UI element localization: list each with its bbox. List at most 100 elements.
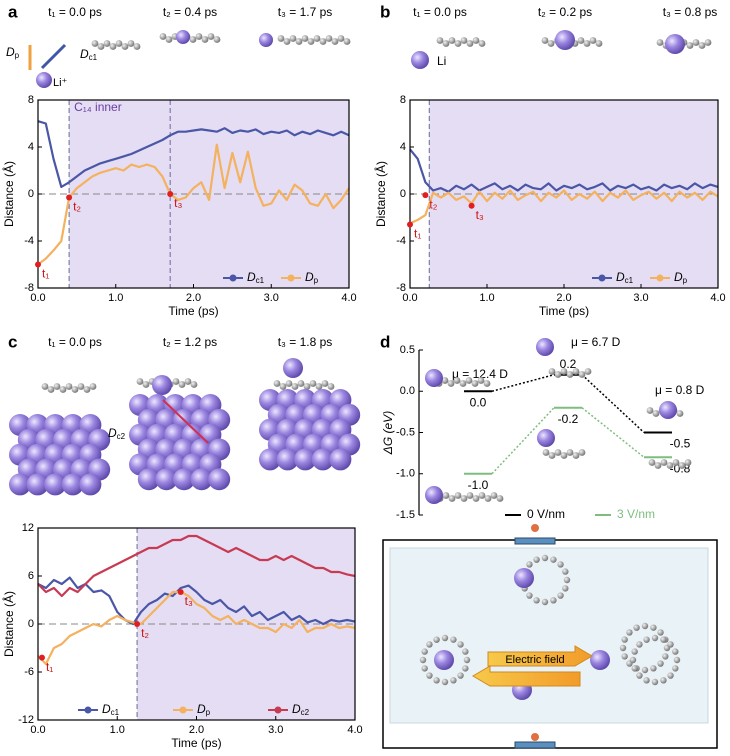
carbon-atom xyxy=(646,407,654,414)
y-tick-label: -1.5 xyxy=(396,509,415,521)
legend-label: Dc1 xyxy=(247,270,265,285)
carbon-atom xyxy=(577,37,585,44)
carbon-atom xyxy=(136,378,144,385)
time-marker xyxy=(177,589,184,595)
y-tick-label: 0.0 xyxy=(400,385,415,397)
carbon-atom xyxy=(279,383,287,390)
legend-label: Dc2 xyxy=(292,702,310,717)
carbon-atom xyxy=(562,568,569,575)
li-atom xyxy=(425,486,443,504)
carbon-atom xyxy=(526,592,533,599)
carbon-atom xyxy=(121,43,129,50)
carbon-atom xyxy=(325,35,333,42)
li-atom xyxy=(425,369,443,387)
carbon-atom xyxy=(636,672,643,679)
time-marker-label: t₃ xyxy=(174,196,182,210)
carbon-atom xyxy=(447,380,455,387)
carbon-atom xyxy=(433,677,440,684)
carbon-atom xyxy=(471,380,479,387)
time-marker xyxy=(66,194,73,201)
carbon-atom xyxy=(327,383,335,390)
time-marker-label: t₃ xyxy=(185,594,193,608)
electrode xyxy=(514,537,556,545)
legend-marker xyxy=(598,274,606,282)
legend-marker xyxy=(287,274,295,282)
li-atom xyxy=(259,448,281,471)
carbon-atom xyxy=(460,495,468,502)
carbon-atom xyxy=(109,43,117,50)
snapshot-time: t₃ = 0.8 ps xyxy=(663,5,718,19)
field-arrow xyxy=(472,665,581,687)
x-tick-label: 2.0 xyxy=(186,292,201,304)
connector xyxy=(491,407,555,475)
electrode-knob xyxy=(531,524,539,532)
circuit-wire xyxy=(382,539,718,749)
carbon-atom xyxy=(441,678,449,686)
time-marker-label: t₁ xyxy=(414,227,421,241)
carbon-atom xyxy=(651,634,659,642)
x-tick-label: 1.0 xyxy=(108,292,123,304)
y-tick-label: -6 xyxy=(24,666,34,678)
y-tick-label: -8 xyxy=(24,282,34,294)
carbon-atom xyxy=(442,40,450,47)
carbon-atom xyxy=(557,561,564,568)
carbon-atom xyxy=(484,495,492,502)
carbon-atom xyxy=(421,665,428,672)
carbon-atom xyxy=(572,368,580,375)
li-atom xyxy=(259,33,273,47)
energy-label: -0.5 xyxy=(670,437,691,451)
carbon-atom xyxy=(53,383,61,390)
snapshot-time: t₁ = 0.0 ps xyxy=(413,5,467,19)
carbon-atom xyxy=(595,40,603,47)
li-atom xyxy=(173,468,195,491)
carbon-atom xyxy=(542,449,550,456)
carbon-atom xyxy=(337,35,345,42)
carbon-atom xyxy=(65,383,73,390)
carbon-atom xyxy=(297,380,305,387)
carbon-atom xyxy=(419,656,427,664)
legend-label: Dp xyxy=(197,702,211,717)
legend-marker xyxy=(656,274,664,282)
li-atom xyxy=(9,473,31,496)
carbon-atom xyxy=(307,38,315,45)
carbon-atom xyxy=(277,35,285,42)
data-line xyxy=(409,189,719,225)
li-atom xyxy=(411,51,429,69)
carbon-atom xyxy=(526,561,533,568)
panel-letter: c xyxy=(8,332,17,351)
carbon-atom xyxy=(436,37,444,44)
carbon-atom xyxy=(77,383,85,390)
carbon-atom xyxy=(657,629,664,636)
carbon-atom xyxy=(673,656,681,664)
y-tick-label: 4 xyxy=(400,141,406,153)
data-line xyxy=(37,120,350,188)
carbon-atom xyxy=(633,624,640,631)
li-atom xyxy=(659,401,677,419)
li-atom xyxy=(61,473,84,496)
carbon-atom xyxy=(462,665,469,672)
carbon-atom xyxy=(533,556,540,563)
carbon-atom xyxy=(178,381,186,388)
carbon-atom xyxy=(41,383,49,390)
plot-frame xyxy=(37,527,356,721)
y-tick-label: 8 xyxy=(28,94,34,106)
time-marker xyxy=(35,261,41,268)
carbon-atom xyxy=(207,33,215,40)
y-tick-label: 8 xyxy=(400,94,406,106)
li-atom xyxy=(311,448,334,471)
li-atom xyxy=(434,650,454,670)
energy-label: 0.0 xyxy=(470,395,487,409)
carbon-atom xyxy=(465,377,473,384)
carbon-atom xyxy=(660,677,667,684)
data-line xyxy=(409,148,719,193)
carbon-atom xyxy=(666,462,674,469)
li-atom xyxy=(176,30,190,44)
li-atom xyxy=(514,568,534,588)
carbon-atom xyxy=(654,462,662,469)
y-tick-label: -1.0 xyxy=(396,468,415,480)
carbon-atom xyxy=(477,377,485,384)
carbon-atom xyxy=(103,40,111,47)
carbon-atom xyxy=(660,636,667,643)
carbon-atom xyxy=(295,38,303,45)
